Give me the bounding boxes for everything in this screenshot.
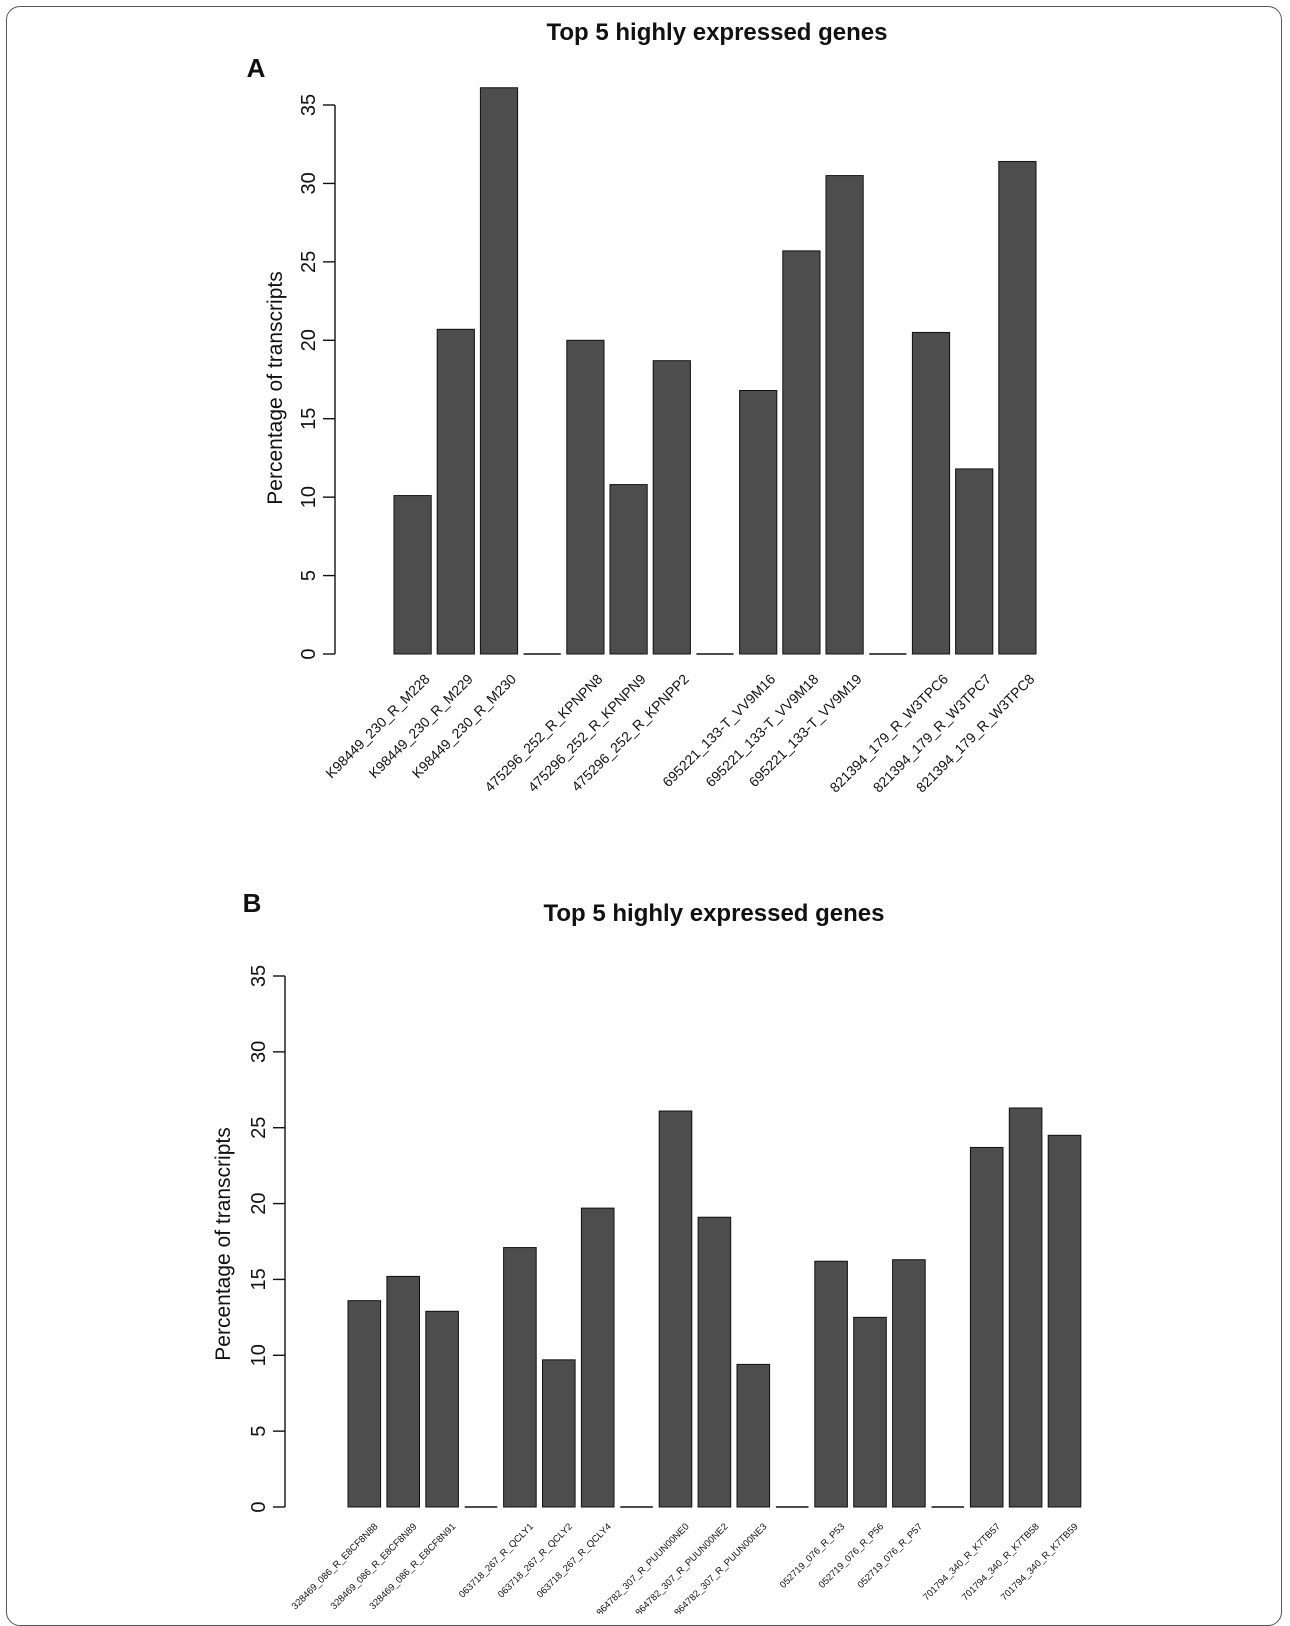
y-tick-label-b: 0 <box>248 1501 270 1512</box>
bar-b <box>1047 1134 1082 1508</box>
panel-label-b: B <box>243 888 262 918</box>
bar-b <box>347 1300 382 1508</box>
y-tick-label-a: 30 <box>298 172 320 194</box>
chart-title-a: Top 5 highly expressed genes <box>547 19 888 46</box>
y-tick-label-b: 15 <box>248 1268 270 1290</box>
bar-a <box>955 468 994 655</box>
bar-a <box>436 328 475 655</box>
y-axis-label-b: Percentage of transcripts <box>212 1127 235 1360</box>
y-tick-label-a: 20 <box>298 329 320 351</box>
x-category-label-b: 063718_267_R_QCLY1 <box>457 1521 536 1600</box>
x-category-label-b: 701794_340_R_K7TB57 <box>921 1521 1003 1603</box>
y-tick-label-a: 35 <box>298 94 320 116</box>
y-tick-label-a: 10 <box>298 486 320 508</box>
bar-b <box>853 1316 887 1508</box>
y-tick-label-b: 25 <box>248 1117 270 1139</box>
y-tick-label-b: 35 <box>248 965 270 987</box>
y-tick-label-a: 0 <box>298 648 320 659</box>
y-tick-label-b: 20 <box>248 1192 270 1214</box>
panel-label-a: A <box>247 53 266 83</box>
y-tick-label-a: 25 <box>298 251 320 273</box>
bar-a <box>479 87 519 655</box>
y-tick-label-a: 5 <box>298 570 320 581</box>
chart-title-b: Top 5 highly expressed genes <box>544 900 885 927</box>
bar-a <box>652 360 691 655</box>
x-category-label-b: 063718_267_R_QCLY4 <box>535 1521 614 1600</box>
y-tick-label-b: 30 <box>248 1041 270 1063</box>
bar-b <box>503 1247 537 1508</box>
x-category-label-b: 701794_340_R_K7TB58 <box>960 1521 1042 1603</box>
bar-b <box>969 1146 1004 1508</box>
bar-b <box>386 1275 420 1508</box>
bar-b <box>736 1363 771 1508</box>
y-tick-label-a: 15 <box>298 408 320 430</box>
x-category-label-b: 063718_267_R_QCLY2 <box>496 1521 575 1600</box>
bar-b <box>542 1359 576 1508</box>
bar-b <box>814 1260 848 1508</box>
bar-b <box>1008 1107 1043 1508</box>
chart-panel-a: A Top 5 highly expressed genes Percentag… <box>247 19 1038 796</box>
bar-a <box>739 389 778 655</box>
chart-panel-b: B Top 5 highly expressed genes Percentag… <box>212 888 1082 1614</box>
x-category-label-b: 701794_340_R_K7TB59 <box>999 1521 1081 1603</box>
y-tick-label-b: 5 <box>248 1426 270 1437</box>
x-category-label-b: 052719_076_R_P57 <box>856 1521 925 1590</box>
bar-a <box>393 495 432 655</box>
bar-a <box>825 175 864 655</box>
bar-b <box>892 1259 926 1508</box>
x-category-label-b: 052719_076_R_P53 <box>778 1521 847 1590</box>
bar-a <box>782 250 821 655</box>
bar-b <box>697 1216 732 1508</box>
y-tick-label-b: 10 <box>248 1344 270 1366</box>
bar-a <box>998 160 1037 655</box>
bar-a <box>566 339 605 655</box>
bar-a <box>911 331 951 655</box>
bar-b <box>425 1310 459 1508</box>
bar-a <box>609 484 648 655</box>
bar-b <box>658 1110 693 1508</box>
x-category-label-b: 052719_076_R_P56 <box>817 1521 886 1590</box>
y-axis-label-a: Percentage of transcripts <box>264 271 287 504</box>
bar-b <box>580 1207 615 1508</box>
